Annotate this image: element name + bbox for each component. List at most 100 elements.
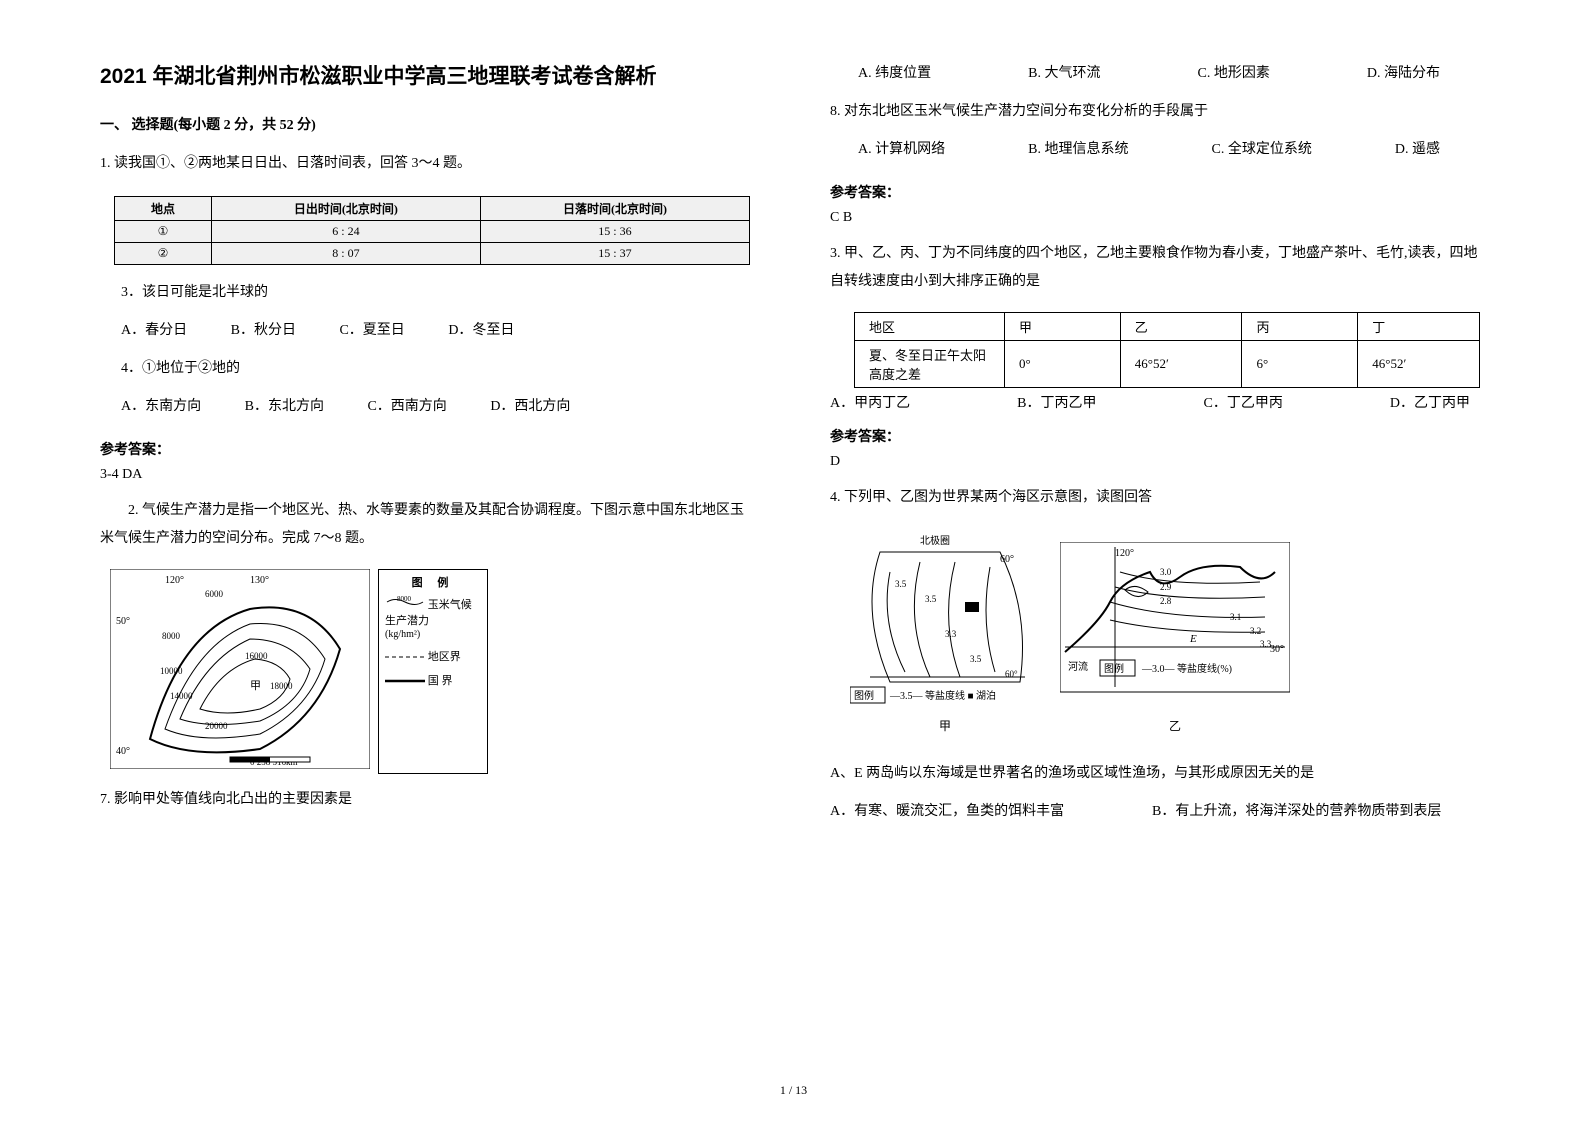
q3-stem: 3. 甲、乙、丙、丁为不同纬度的四个地区，乙地主要粮食作物为春小麦，丁地盛产茶叶… [830,240,1480,296]
q2-legend: 图 例 8000 玉米气候生产潜力 (kg/hm²) 地区界 国 界 [378,569,488,774]
page-container: 2021 年湖北省荆州市松滋职业中学高三地理联考试卷含解析 一、 选择题(每小题… [100,60,1487,1020]
svg-text:图例: 图例 [1104,662,1124,675]
right-column: A. 纬度位置 B. 大气环流 C. 地形因素 D. 海陆分布 8. 对东北地区… [830,60,1480,1020]
q4-figures: 北极圈 60° 60° 3.5 3.5 3.3 3.5 图例 — [850,532,1480,734]
lon-120: 120° [165,575,184,586]
legend-unit: (kg/hm²) [385,629,420,640]
q2-figure: 120° 130° 50° 40° 6000 8000 10000 14000 … [110,569,750,774]
q3-opt-c: C．丁乙甲丙 [1204,392,1283,412]
q4l-top: 北极圈 [920,534,950,547]
svg-text:3.1: 3.1 [1230,612,1241,622]
q1-4-opt-c: C．西南方向 [367,393,446,421]
q1-r0c2: 15 : 36 [480,221,749,243]
q2-map-svg: 120° 130° 50° 40° 6000 8000 10000 14000 … [110,569,370,769]
q3-h1: 甲 [1005,313,1121,341]
q1-r1c1: 8 : 07 [211,243,480,265]
q1-answer-heading: 参考答案： [100,439,750,459]
q2-sub7-options: A. 纬度位置 B. 大气环流 C. 地形因素 D. 海陆分布 [830,60,1480,88]
legend-item-1: 地区界 [428,651,461,663]
q2-answer-heading: 参考答案： [830,182,1480,202]
svg-text:—3.0— 等盐度线(%): —3.0— 等盐度线(%) [1141,662,1232,675]
q3-r1: 46°52′ [1120,341,1242,388]
q3-table: 地区 甲 乙 丙 丁 夏、冬至日正午太阳高度之差 0° 46°52′ 6° 46… [854,312,1480,388]
q2-7-opt-b: B. 大气环流 [1028,60,1100,88]
q2-8-opt-b: B. 地理信息系统 [1028,136,1128,164]
lon-130: 130° [250,575,269,586]
q2-7-opt-d: D. 海陆分布 [1367,60,1440,88]
q1-4-opt-d: D．西北方向 [490,393,570,421]
q1-sub3-options: A．春分日 B．秋分日 C．夏至日 D．冬至日 [100,317,750,345]
q1-th-2: 日落时间(北京时间) [480,197,749,221]
q3-opt-a: A．甲丙丁乙 [830,392,910,412]
q1-sub3: 3．该日可能是北半球的 [100,279,750,307]
q3-answer: D [830,454,1480,470]
q4-sub: A、E 两岛屿以东海域是世界著名的渔场或区域性渔场，与其形成原因无关的是 [830,760,1480,788]
q2-7-opt-a: A. 纬度位置 [858,60,931,88]
svg-text:3.5: 3.5 [970,654,982,664]
c10000: 10000 [160,666,183,676]
q2-sub8-options: A. 计算机网络 B. 地理信息系统 C. 全球定位系统 D. 遥感 [830,136,1480,164]
q3-r2: 6° [1242,341,1358,388]
legend-item-2: 国 界 [428,675,453,687]
legend-title: 图 例 [385,574,481,590]
svg-text:2.9: 2.9 [1160,582,1172,592]
svg-text:3.0: 3.0 [1160,567,1172,577]
q2-sub8: 8. 对东北地区玉米气候生产潜力空间分布变化分析的手段属于 [830,98,1480,126]
q4r-lat: 30° [1270,644,1284,655]
left-column: 2021 年湖北省荆州市松滋职业中学高三地理联考试卷含解析 一、 选择题(每小题… [100,60,750,1020]
q4-opt-a: A．有寒、暖流交汇，鱼类的饵料丰富 [830,798,1149,826]
q4-fig-left: 北极圈 60° 60° 3.5 3.5 3.3 3.5 图例 — [850,532,1040,734]
q3-opt-b: B．丁丙乙甲 [1017,392,1096,412]
q4-fig-right: 120° 30° 3.0 2.9 2.8 3.1 3.2 [1060,542,1290,734]
svg-text:3.5: 3.5 [925,594,937,604]
q2-sub7: 7. 影响甲处等值线向北凸出的主要因素是 [100,786,750,814]
svg-text:图例: 图例 [854,689,874,702]
q3-r3: 46°52′ [1358,341,1480,388]
exam-title: 2021 年湖北省荆州市松滋职业中学高三地理联考试卷含解析 [100,60,750,90]
q3-h3: 丙 [1242,313,1358,341]
q3-h0: 地区 [855,313,1005,341]
q4-opt-b: B．有上升流，将海洋深处的营养物质带到表层 [1152,798,1471,826]
q1-table: 地点 日出时间(北京时间) 日落时间(北京时间) ① 6 : 24 15 : 3… [114,196,750,265]
svg-text:60°: 60° [1005,669,1018,679]
q3-h4: 丁 [1358,313,1480,341]
c20000: 20000 [205,721,228,731]
q1-4-opt-a: A．东南方向 [121,393,201,421]
q1-3-opt-d: D．冬至日 [448,317,514,345]
q2-8-opt-a: A. 计算机网络 [858,136,945,164]
c14000: 14000 [170,691,193,701]
q2-8-opt-c: C. 全球定位系统 [1212,136,1312,164]
q1-4-opt-b: B．东北方向 [245,393,324,421]
q1-r0c1: 6 : 24 [211,221,480,243]
lat-50: 50° [116,616,130,627]
point-e: E [1189,633,1197,645]
q4-stem: 4. 下列甲、乙图为世界某两个海区示意图，读图回答 [830,484,1480,512]
c6000: 6000 [205,589,224,599]
q3-answer-heading: 参考答案： [830,426,1480,446]
q2-answer: C B [830,210,1480,226]
q3-rowlabel: 夏、冬至日正午太阳高度之差 [855,341,1005,388]
q3-options: A．甲丙丁乙 B．丁丙乙甲 C．丁乙甲丙 D．乙丁丙甲 [830,392,1480,412]
page-footer: 1 / 13 [0,1083,1587,1098]
svg-text:—3.5— 等盐度线 ■ 湖泊: —3.5— 等盐度线 ■ 湖泊 [889,689,996,702]
c18000: 18000 [270,681,293,691]
q1-th-1: 日出时间(北京时间) [211,197,480,221]
svg-text:3.2: 3.2 [1250,626,1261,636]
lat-40: 40° [116,746,130,757]
q1-3-opt-b: B．秋分日 [231,317,296,345]
point-jia: 甲 [250,680,261,692]
q1-stem: 1. 读我国①、②两地某日日出、日落时间表，回答 3～4 题。 [100,150,750,178]
svg-text:3.5: 3.5 [895,579,907,589]
q3-opt-d: D．乙丁丙甲 [1390,392,1470,412]
q4-sub-options: A．有寒、暖流交汇，鱼类的饵料丰富 B．有上升流，将海洋深处的营养物质带到表层 [830,798,1480,826]
svg-text:3.3: 3.3 [1260,639,1272,649]
q1-th-0: 地点 [115,197,212,221]
q3-r0: 0° [1005,341,1121,388]
q1-3-opt-c: C．夏至日 [339,317,404,345]
q1-r0c0: ① [115,221,212,243]
c8000: 8000 [162,631,181,641]
svg-text:3.3: 3.3 [945,629,957,639]
rivers-label: 河流 [1068,660,1088,673]
q4l-label: 甲 [850,717,1040,734]
c16000: 16000 [245,651,268,661]
